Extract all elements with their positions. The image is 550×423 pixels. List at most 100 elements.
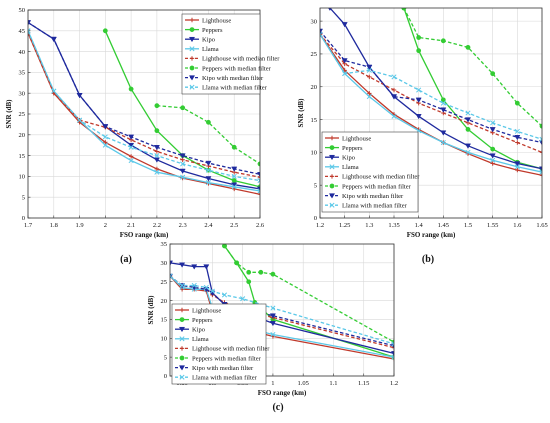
data-point bbox=[490, 161, 495, 166]
x-tick-label: 2.2 bbox=[153, 222, 161, 229]
data-point bbox=[102, 142, 108, 148]
legend-marker bbox=[179, 336, 185, 342]
data-point bbox=[342, 71, 348, 77]
legend-label: Kipo bbox=[342, 155, 355, 162]
data-point bbox=[391, 345, 394, 350]
data-point bbox=[205, 160, 212, 167]
y-tick-label: 10 bbox=[19, 174, 26, 181]
data-point bbox=[416, 87, 422, 93]
data-point bbox=[464, 143, 472, 149]
y-tick-label: 20 bbox=[311, 84, 318, 91]
data-point bbox=[490, 157, 496, 163]
legend-label: Kipo bbox=[202, 37, 215, 44]
data-point bbox=[391, 341, 394, 347]
legend-label: Lighthouse with median filter bbox=[202, 56, 280, 63]
data-point bbox=[128, 134, 135, 140]
chart-panel-3: 0.850.90.9511.051.11.151.205101520253035… bbox=[147, 241, 398, 413]
data-point bbox=[234, 260, 239, 266]
y-tick-label: 30 bbox=[19, 90, 26, 97]
series-line-4 bbox=[320, 33, 542, 173]
x-tick-label: 2.3 bbox=[179, 222, 187, 229]
x-tick-label: 1.3 bbox=[365, 222, 373, 229]
data-point bbox=[440, 100, 446, 106]
y-tick-label: 30 bbox=[161, 260, 168, 267]
data-point bbox=[514, 100, 520, 106]
x-tick-label: 1.2 bbox=[316, 222, 324, 229]
legend-marker bbox=[189, 56, 195, 61]
axes-frame bbox=[319, 7, 543, 219]
data-point bbox=[391, 354, 394, 360]
y-axis-label: SNR (dB) bbox=[5, 99, 13, 129]
data-point bbox=[538, 166, 542, 172]
x-axis-label: FSO range (km) bbox=[407, 231, 456, 239]
x-tick-label: 1.05 bbox=[298, 380, 309, 387]
y-tick-label: 0 bbox=[164, 373, 167, 380]
legend-box bbox=[171, 303, 267, 385]
data-point bbox=[515, 167, 520, 173]
data-point bbox=[440, 130, 447, 136]
data-point bbox=[367, 74, 372, 80]
data-point bbox=[179, 153, 186, 159]
data-point bbox=[128, 86, 134, 92]
data-point bbox=[246, 269, 252, 275]
legend-label: Llama with median filter bbox=[192, 375, 258, 382]
data-point bbox=[154, 166, 160, 172]
data-point bbox=[206, 119, 211, 125]
legend-label: Peppers with median filter bbox=[192, 355, 262, 362]
y-tick-label: 25 bbox=[19, 111, 26, 118]
legend-label: Lighthouse bbox=[192, 307, 221, 314]
data-point bbox=[539, 173, 542, 178]
series-line-3 bbox=[28, 21, 260, 190]
data-point bbox=[270, 331, 276, 338]
data-point bbox=[320, 31, 323, 37]
data-point bbox=[416, 35, 422, 40]
data-point bbox=[401, 8, 407, 11]
data-point bbox=[539, 150, 542, 155]
y-tick-label: 40 bbox=[19, 49, 26, 56]
data-point bbox=[366, 67, 372, 73]
data-point bbox=[203, 264, 210, 270]
x-tick-label: 1.9 bbox=[75, 222, 83, 229]
y-tick-label: 10 bbox=[161, 335, 168, 342]
data-point bbox=[465, 127, 471, 132]
y-tick-label: 35 bbox=[19, 70, 26, 77]
data-point bbox=[366, 64, 373, 71]
data-point bbox=[191, 282, 197, 289]
legend-marker bbox=[189, 65, 195, 71]
data-point bbox=[514, 161, 521, 167]
x-tick-label: 2.6 bbox=[256, 222, 265, 229]
data-point bbox=[102, 28, 108, 34]
x-tick-label: 1.7 bbox=[24, 222, 33, 229]
legend-marker bbox=[189, 46, 195, 52]
data-point bbox=[366, 94, 372, 100]
data-point bbox=[231, 166, 238, 172]
series-line-8 bbox=[28, 30, 260, 182]
legend-label: Lighthouse bbox=[342, 135, 371, 142]
y-tick-label: 30 bbox=[311, 18, 318, 25]
data-point bbox=[465, 149, 471, 155]
panel-caption: (b) bbox=[422, 254, 434, 265]
x-tick-label: 1.8 bbox=[50, 222, 58, 229]
legend-label: Peppers with median filter bbox=[342, 183, 412, 190]
data-point bbox=[222, 244, 227, 249]
data-point bbox=[205, 176, 212, 182]
data-point bbox=[102, 124, 109, 130]
x-tick-label: 1.1 bbox=[329, 380, 337, 387]
x-tick-label: 1.2 bbox=[390, 380, 398, 387]
y-tick-label: 15 bbox=[161, 317, 168, 324]
data-point bbox=[465, 110, 471, 116]
data-point bbox=[514, 164, 520, 170]
data-point bbox=[76, 93, 83, 99]
data-point bbox=[416, 48, 422, 54]
data-point bbox=[191, 264, 198, 270]
legend-label: Peppers bbox=[192, 317, 213, 324]
y-tick-label: 0 bbox=[314, 215, 317, 222]
legend-label: Kipo with median filter bbox=[342, 193, 404, 200]
chart-panel-2: 1.2 1.25 1.3 1.35 1.4 1.45 1.5 1.55 1.6 1.65 0 5 10 1… bbox=[297, 7, 548, 265]
data-point bbox=[179, 262, 186, 268]
data-point bbox=[257, 188, 260, 194]
data-point bbox=[489, 127, 496, 133]
y-tick-label: 5 bbox=[164, 354, 167, 361]
data-point bbox=[154, 128, 160, 134]
x-tick-label: 1.45 bbox=[438, 222, 449, 229]
